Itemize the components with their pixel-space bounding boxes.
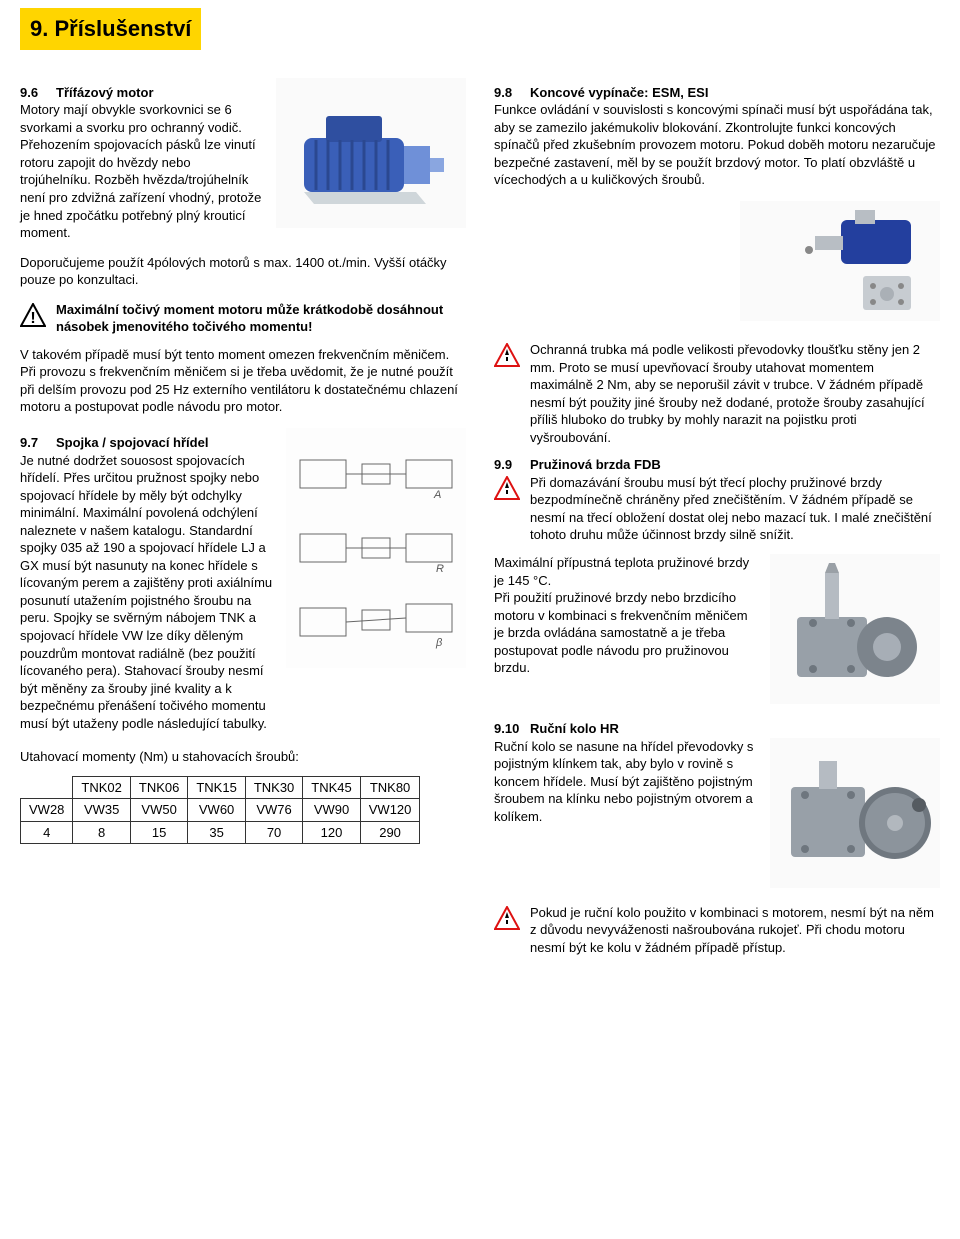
warning-icon bbox=[494, 343, 520, 367]
warn-ochr: Ochranná trubka má podle velikosti převo… bbox=[530, 341, 940, 446]
heading-text: Pružinová brzda FDB bbox=[530, 457, 661, 472]
table-cell: TNK30 bbox=[245, 776, 302, 799]
left-column: 9.6Třífázový motor Motory mají obvykle s… bbox=[20, 78, 466, 966]
table-cell: 70 bbox=[245, 821, 302, 844]
para-9-6-3: V takovém případě musí být tento moment … bbox=[20, 346, 466, 416]
section-title: 9. Příslušenství bbox=[20, 8, 201, 50]
heading-9-9: 9.9Pružinová brzda FDB bbox=[494, 456, 940, 474]
heading-text: Koncové vypínače: ESM, ESI bbox=[530, 85, 708, 100]
warn-9-6: Maximální točivý moment motoru může krát… bbox=[56, 301, 466, 336]
svg-text:A: A bbox=[433, 489, 441, 501]
table-cell: VW76 bbox=[245, 799, 302, 822]
warn-9-9: Při domazávání šroubu musí být třecí plo… bbox=[530, 474, 940, 544]
table-cell: TNK02 bbox=[73, 776, 130, 799]
caution-icon: ! bbox=[20, 303, 46, 327]
heading-text: Spojka / spojovací hřídel bbox=[56, 435, 208, 450]
para-9-7-1: Je nutné dodržet souosost spojovacích hř… bbox=[20, 452, 274, 733]
table-cell: 290 bbox=[360, 821, 420, 844]
svg-text:R: R bbox=[436, 563, 444, 575]
table-cell: VW120 bbox=[360, 799, 420, 822]
table-cell: 8 bbox=[73, 821, 130, 844]
table-cell: TNK15 bbox=[188, 776, 245, 799]
table-cell: TNK45 bbox=[303, 776, 360, 799]
torque-table: TNK02 TNK06 TNK15 TNK30 TNK45 TNK80 VW28… bbox=[20, 776, 420, 845]
table-cell: 35 bbox=[188, 821, 245, 844]
heading-num: 9.7 bbox=[20, 434, 56, 452]
coupling-diagram: A R β bbox=[286, 428, 466, 668]
table-cell: TNK06 bbox=[130, 776, 187, 799]
brake-image bbox=[770, 554, 940, 704]
table-cell: VW50 bbox=[130, 799, 187, 822]
para-9-6-1: Motory mají obvykle svorkovnici se 6 svo… bbox=[20, 101, 264, 241]
warning-icon bbox=[494, 906, 520, 930]
heading-num: 9.6 bbox=[20, 84, 56, 102]
heading-9-8: 9.8Koncové vypínače: ESM, ESI bbox=[494, 84, 940, 102]
para-9-8-1: Funkce ovládání v souvislosti s koncovým… bbox=[494, 101, 940, 189]
warn-9-10: Pokud je ruční kolo použito v kombinaci … bbox=[530, 904, 940, 957]
right-column: 9.8Koncové vypínače: ESM, ESI Funkce ovl… bbox=[494, 78, 940, 966]
heading-num: 9.9 bbox=[494, 456, 530, 474]
table-cell: VW90 bbox=[303, 799, 360, 822]
heading-num: 9.8 bbox=[494, 84, 530, 102]
table-cell: VW35 bbox=[73, 799, 130, 822]
heading-9-6: 9.6Třífázový motor bbox=[20, 84, 264, 102]
handwheel-image bbox=[770, 738, 940, 888]
heading-text: Ruční kolo HR bbox=[530, 721, 619, 736]
table-cell: VW60 bbox=[188, 799, 245, 822]
torque-caption: Utahovací momenty (Nm) u stahovacích šro… bbox=[20, 748, 466, 766]
limit-switch-image bbox=[740, 201, 940, 321]
motor-image bbox=[276, 78, 466, 228]
table-cell: 15 bbox=[130, 821, 187, 844]
table-cell: VW28 bbox=[21, 799, 73, 822]
svg-text:β: β bbox=[435, 637, 443, 649]
heading-text: Třífázový motor bbox=[56, 85, 154, 100]
heading-num: 9.10 bbox=[494, 720, 530, 738]
heading-9-7: 9.7Spojka / spojovací hřídel bbox=[20, 434, 274, 452]
heading-9-10: 9.10Ruční kolo HR bbox=[494, 720, 940, 738]
warning-icon bbox=[494, 476, 520, 500]
table-cell: TNK80 bbox=[360, 776, 420, 799]
para-9-6-2: Doporučujeme použít 4pólových motorů s m… bbox=[20, 254, 466, 289]
torque-table-section: Utahovací momenty (Nm) u stahovacích šro… bbox=[20, 748, 466, 844]
table-cell: 120 bbox=[303, 821, 360, 844]
svg-text:!: ! bbox=[30, 310, 35, 327]
table-cell: 4 bbox=[21, 821, 73, 844]
